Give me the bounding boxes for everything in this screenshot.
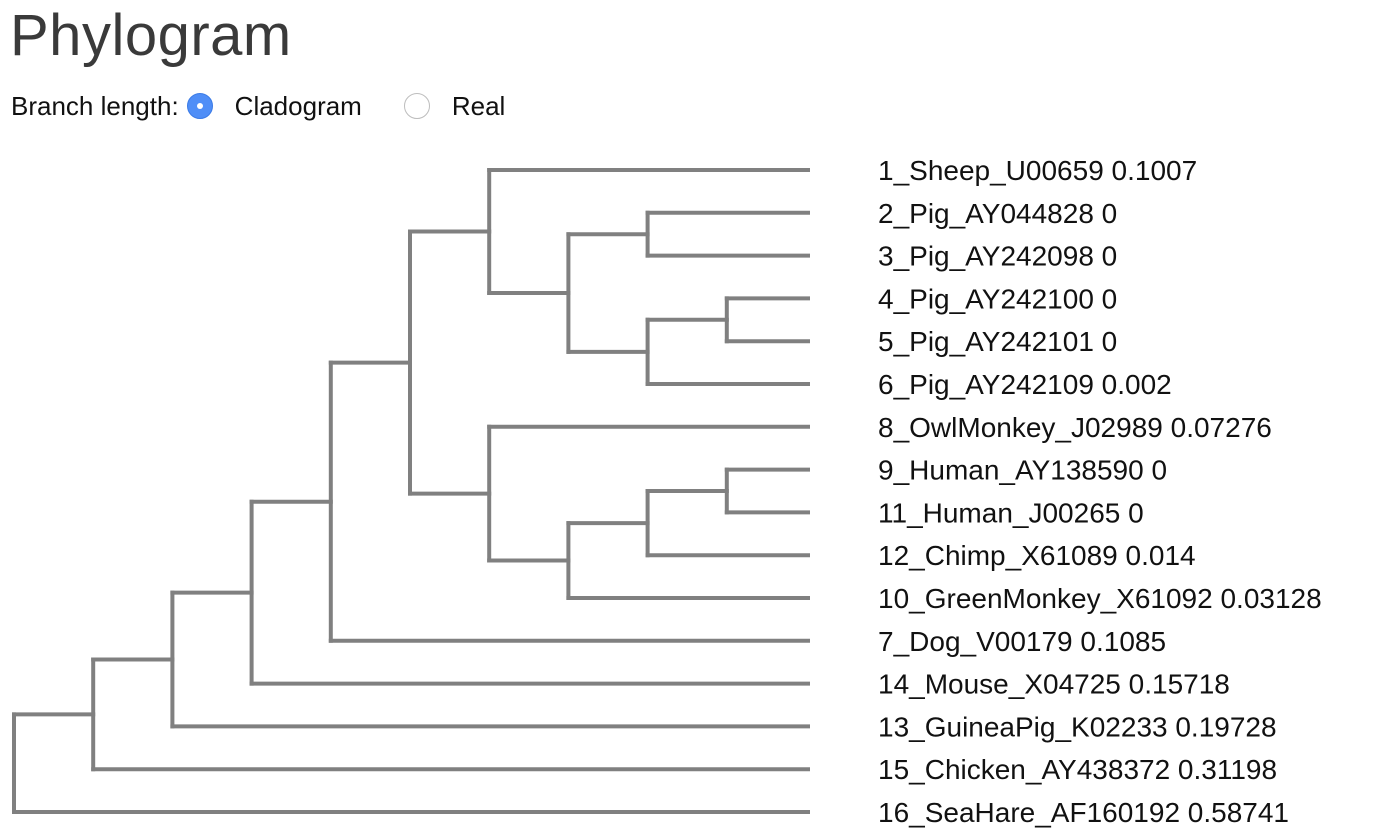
leaf-label: 13_GuineaPig_K02233 0.19728 [878, 711, 1277, 742]
leaf-label: 6_Pig_AY242109 0.002 [878, 369, 1172, 400]
leaf-label: 16_SeaHare_AF160192 0.58741 [878, 797, 1289, 828]
leaf-label: 5_Pig_AY242101 0 [878, 326, 1117, 357]
leaf-label: 3_Pig_AY242098 0 [878, 241, 1117, 272]
leaf-label: 7_Dog_V00179 0.1085 [878, 626, 1166, 657]
leaf-label: 8_OwlMonkey_J02989 0.07276 [878, 412, 1272, 443]
cladogram-radio[interactable] [186, 93, 213, 119]
real-option[interactable]: Real [403, 90, 506, 122]
leaf-label: 10_GreenMonkey_X61092 0.03128 [878, 583, 1322, 614]
leaf-label: 4_Pig_AY242100 0 [878, 283, 1117, 314]
leaf-label: 12_Chimp_X61089 0.014 [878, 540, 1196, 571]
leaf-label: 15_Chicken_AY438372 0.31198 [878, 754, 1277, 785]
leaf-label: 1_Sheep_U00659 0.1007 [878, 155, 1197, 186]
branch-length-label: Branch length: [11, 90, 179, 121]
leaf-label: 14_Mouse_X04725 0.15718 [878, 669, 1230, 700]
leaf-label: 9_Human_AY138590 0 [878, 455, 1167, 486]
real-option-label: Real [451, 90, 506, 121]
page-title: Phylogram [10, 3, 292, 68]
real-radio[interactable] [403, 93, 430, 119]
leaf-label: 2_Pig_AY044828 0 [878, 198, 1117, 229]
cladogram-option-label: Cladogram [234, 90, 362, 121]
branch-length-control: Branch length: Cladogram Real [11, 88, 505, 124]
cladogram-option[interactable]: Cladogram [186, 90, 362, 122]
leaf-label: 11_Human_J00265 0 [878, 497, 1144, 528]
